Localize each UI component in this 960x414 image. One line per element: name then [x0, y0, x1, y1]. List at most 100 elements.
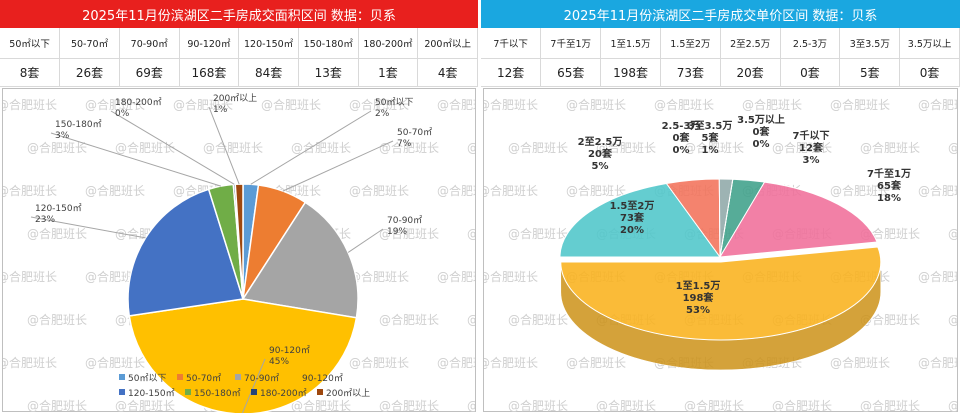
watermark-text: @合肥班长 — [830, 355, 890, 370]
area-value-cell: 26套 — [59, 58, 120, 87]
price-pie-slice — [719, 179, 734, 258]
area-slice-category: 120-150㎡ — [35, 203, 82, 214]
price-table: 7千以下 7千至1万 1至1.5万 1.5至2万 2至2.5万 2.5-3万 3… — [481, 28, 960, 87]
area-slice-label: 150-180㎡ 3% — [55, 119, 102, 141]
area-slice-label: 50㎡以下 2% — [375, 97, 413, 119]
area-legend-swatch — [177, 374, 183, 380]
watermark-text: @合肥班长 — [860, 312, 920, 327]
price-slice-category: 3.5万以上 — [737, 113, 785, 126]
watermark-text: @合肥班长 — [437, 183, 475, 198]
watermark-text: @合肥班长 — [918, 355, 957, 370]
watermark-text: @合肥班长 — [918, 269, 957, 284]
area-value-cell: 4套 — [417, 58, 478, 87]
price-slice-percent: 5% — [592, 161, 609, 172]
area-slice-label: 120-150㎡ 23% — [35, 203, 82, 225]
price-slice-label: 2至2.5万 20套 5% — [578, 136, 623, 172]
price-header-cell: 2至2.5万 — [720, 28, 781, 59]
watermark-text: @合肥班长 — [830, 97, 890, 112]
price-value-cell: 0套 — [780, 58, 841, 87]
watermark-text: @合肥班长 — [437, 355, 475, 370]
watermark-text: @合肥班长 — [508, 140, 568, 155]
watermark-text: @合肥班长 — [3, 183, 57, 198]
watermark-text: @合肥班长 — [948, 312, 957, 327]
watermark-text: @合肥班长 — [85, 97, 145, 112]
watermark-text: @合肥班长 — [27, 312, 87, 327]
area-slice-percent: 2% — [375, 109, 390, 119]
watermark-text: @合肥班长 — [27, 398, 87, 413]
area-slice-label: 90-120㎡ 45% — [269, 345, 310, 367]
area-slice-category: 70-90㎡ — [387, 215, 422, 226]
watermark-text: @合肥班长 — [467, 140, 475, 155]
price-slice-label: 2.5-3万 0套 0% — [662, 120, 701, 156]
price-value-cell: 12套 — [481, 58, 542, 87]
area-slice-category: 90-120㎡ — [269, 345, 310, 356]
area-slice-label: 200㎡以上 1% — [213, 93, 257, 115]
area-legend-label: 200㎡以上 — [326, 388, 370, 399]
price-header-cell: 1至1.5万 — [600, 28, 661, 59]
price-slice-count: 198套 — [683, 291, 715, 304]
price-slice-percent: 3% — [803, 155, 820, 166]
area-header-cell: 150-180㎡ — [298, 28, 359, 59]
watermark-text: @合肥班长 — [27, 140, 87, 155]
area-leader-line — [250, 110, 372, 185]
watermark-text: @合肥班长 — [684, 398, 744, 413]
watermark-text: @合肥班长 — [860, 398, 920, 413]
watermark-text: @合肥班长 — [115, 140, 175, 155]
price-slice-count: 0套 — [753, 125, 771, 138]
price-slice-percent: 53% — [686, 305, 710, 316]
watermark-text: @合肥班长 — [684, 140, 744, 155]
area-slice-percent: 0% — [115, 109, 130, 119]
area-value-cell: 8套 — [0, 58, 61, 87]
watermark-text: @合肥班长 — [437, 97, 475, 112]
watermark-text: @合肥班长 — [830, 183, 890, 198]
price-chart-box: @合肥班长 @合肥班长 @合肥班长 @合肥班长 @合肥班长 @合肥班长 @合肥班长 @合肥班长… — [483, 88, 958, 413]
area-legend-label: 50㎡以下 — [128, 373, 166, 384]
watermark-text: @合肥班长 — [742, 97, 802, 112]
price-slice-category: 7千以下 — [793, 129, 830, 142]
area-title: 2025年11月份滨湖区二手房成交面积区间 数据：贝系 — [0, 0, 478, 28]
watermark-text: @合肥班长 — [566, 183, 626, 198]
area-panel: 2025年11月份滨湖区二手房成交面积区间 数据：贝系 50㎡以下 50-70㎡… — [0, 0, 478, 414]
price-value-cell: 5套 — [839, 58, 901, 87]
area-legend-label: 150-180㎡ — [194, 388, 241, 399]
price-header-cell: 3.5万以上 — [899, 28, 960, 59]
area-leader-line — [30, 216, 146, 239]
watermark-text: @合肥班长 — [27, 226, 87, 241]
area-pie-slice — [241, 201, 359, 319]
area-slice-category: 50㎡以下 — [375, 97, 413, 108]
watermark-text: @合肥班长 — [379, 312, 439, 327]
price-value-cell: 20套 — [720, 58, 781, 87]
price-pie-slice — [559, 182, 721, 258]
price-header-cell: 1.5至2万 — [660, 28, 721, 59]
area-pie-slice — [128, 298, 358, 413]
area-header-cell: 50㎡以下 — [0, 28, 61, 59]
area-legend: 50㎡以下 50-70㎡ 70-90㎡ 90-120㎡ 120-150㎡ 150-180㎡… — [119, 373, 370, 399]
area-slice-label: 70-90㎡ 19% — [387, 215, 422, 237]
price-slice-percent: 0% — [753, 139, 770, 150]
area-value-cell: 1套 — [358, 58, 419, 87]
watermark-text: @合肥班长 — [3, 97, 57, 112]
watermark-text: @合肥班长 — [173, 97, 233, 112]
price-header-cell: 3至3.5万 — [839, 28, 901, 59]
area-slice-label: 180-200㎡ 0% — [115, 97, 162, 119]
watermark-text: @合肥班长 — [379, 226, 439, 241]
area-slice-category: 180-200㎡ — [115, 97, 162, 108]
watermark-text: @合肥班长 — [484, 97, 538, 112]
area-value-cell: 168套 — [179, 58, 240, 87]
watermark-text: @合肥班长 — [508, 226, 568, 241]
watermark-text: @合肥班长 — [596, 140, 656, 155]
area-value-cell: 69套 — [119, 58, 180, 87]
area-slice-category: 200㎡以上 — [213, 93, 257, 104]
area-header-cell: 120-150㎡ — [238, 28, 299, 59]
area-legend-swatch — [119, 389, 125, 395]
watermark-text: @合肥班长 — [349, 269, 409, 284]
area-slice-percent: 19% — [387, 227, 407, 237]
watermark-text: @合肥班长 — [467, 226, 475, 241]
price-slice-percent: 20% — [620, 225, 644, 236]
price-slice-count: 20套 — [588, 147, 613, 160]
price-slice-category: 1至1.5万 — [676, 280, 721, 292]
price-slice-label: 7千以下 12套 3% — [793, 129, 830, 166]
watermark-text: @合肥班长 — [467, 398, 475, 413]
watermark-text: @合肥班长 — [654, 97, 714, 112]
price-slice-category: 3至3.5万 — [688, 120, 733, 132]
